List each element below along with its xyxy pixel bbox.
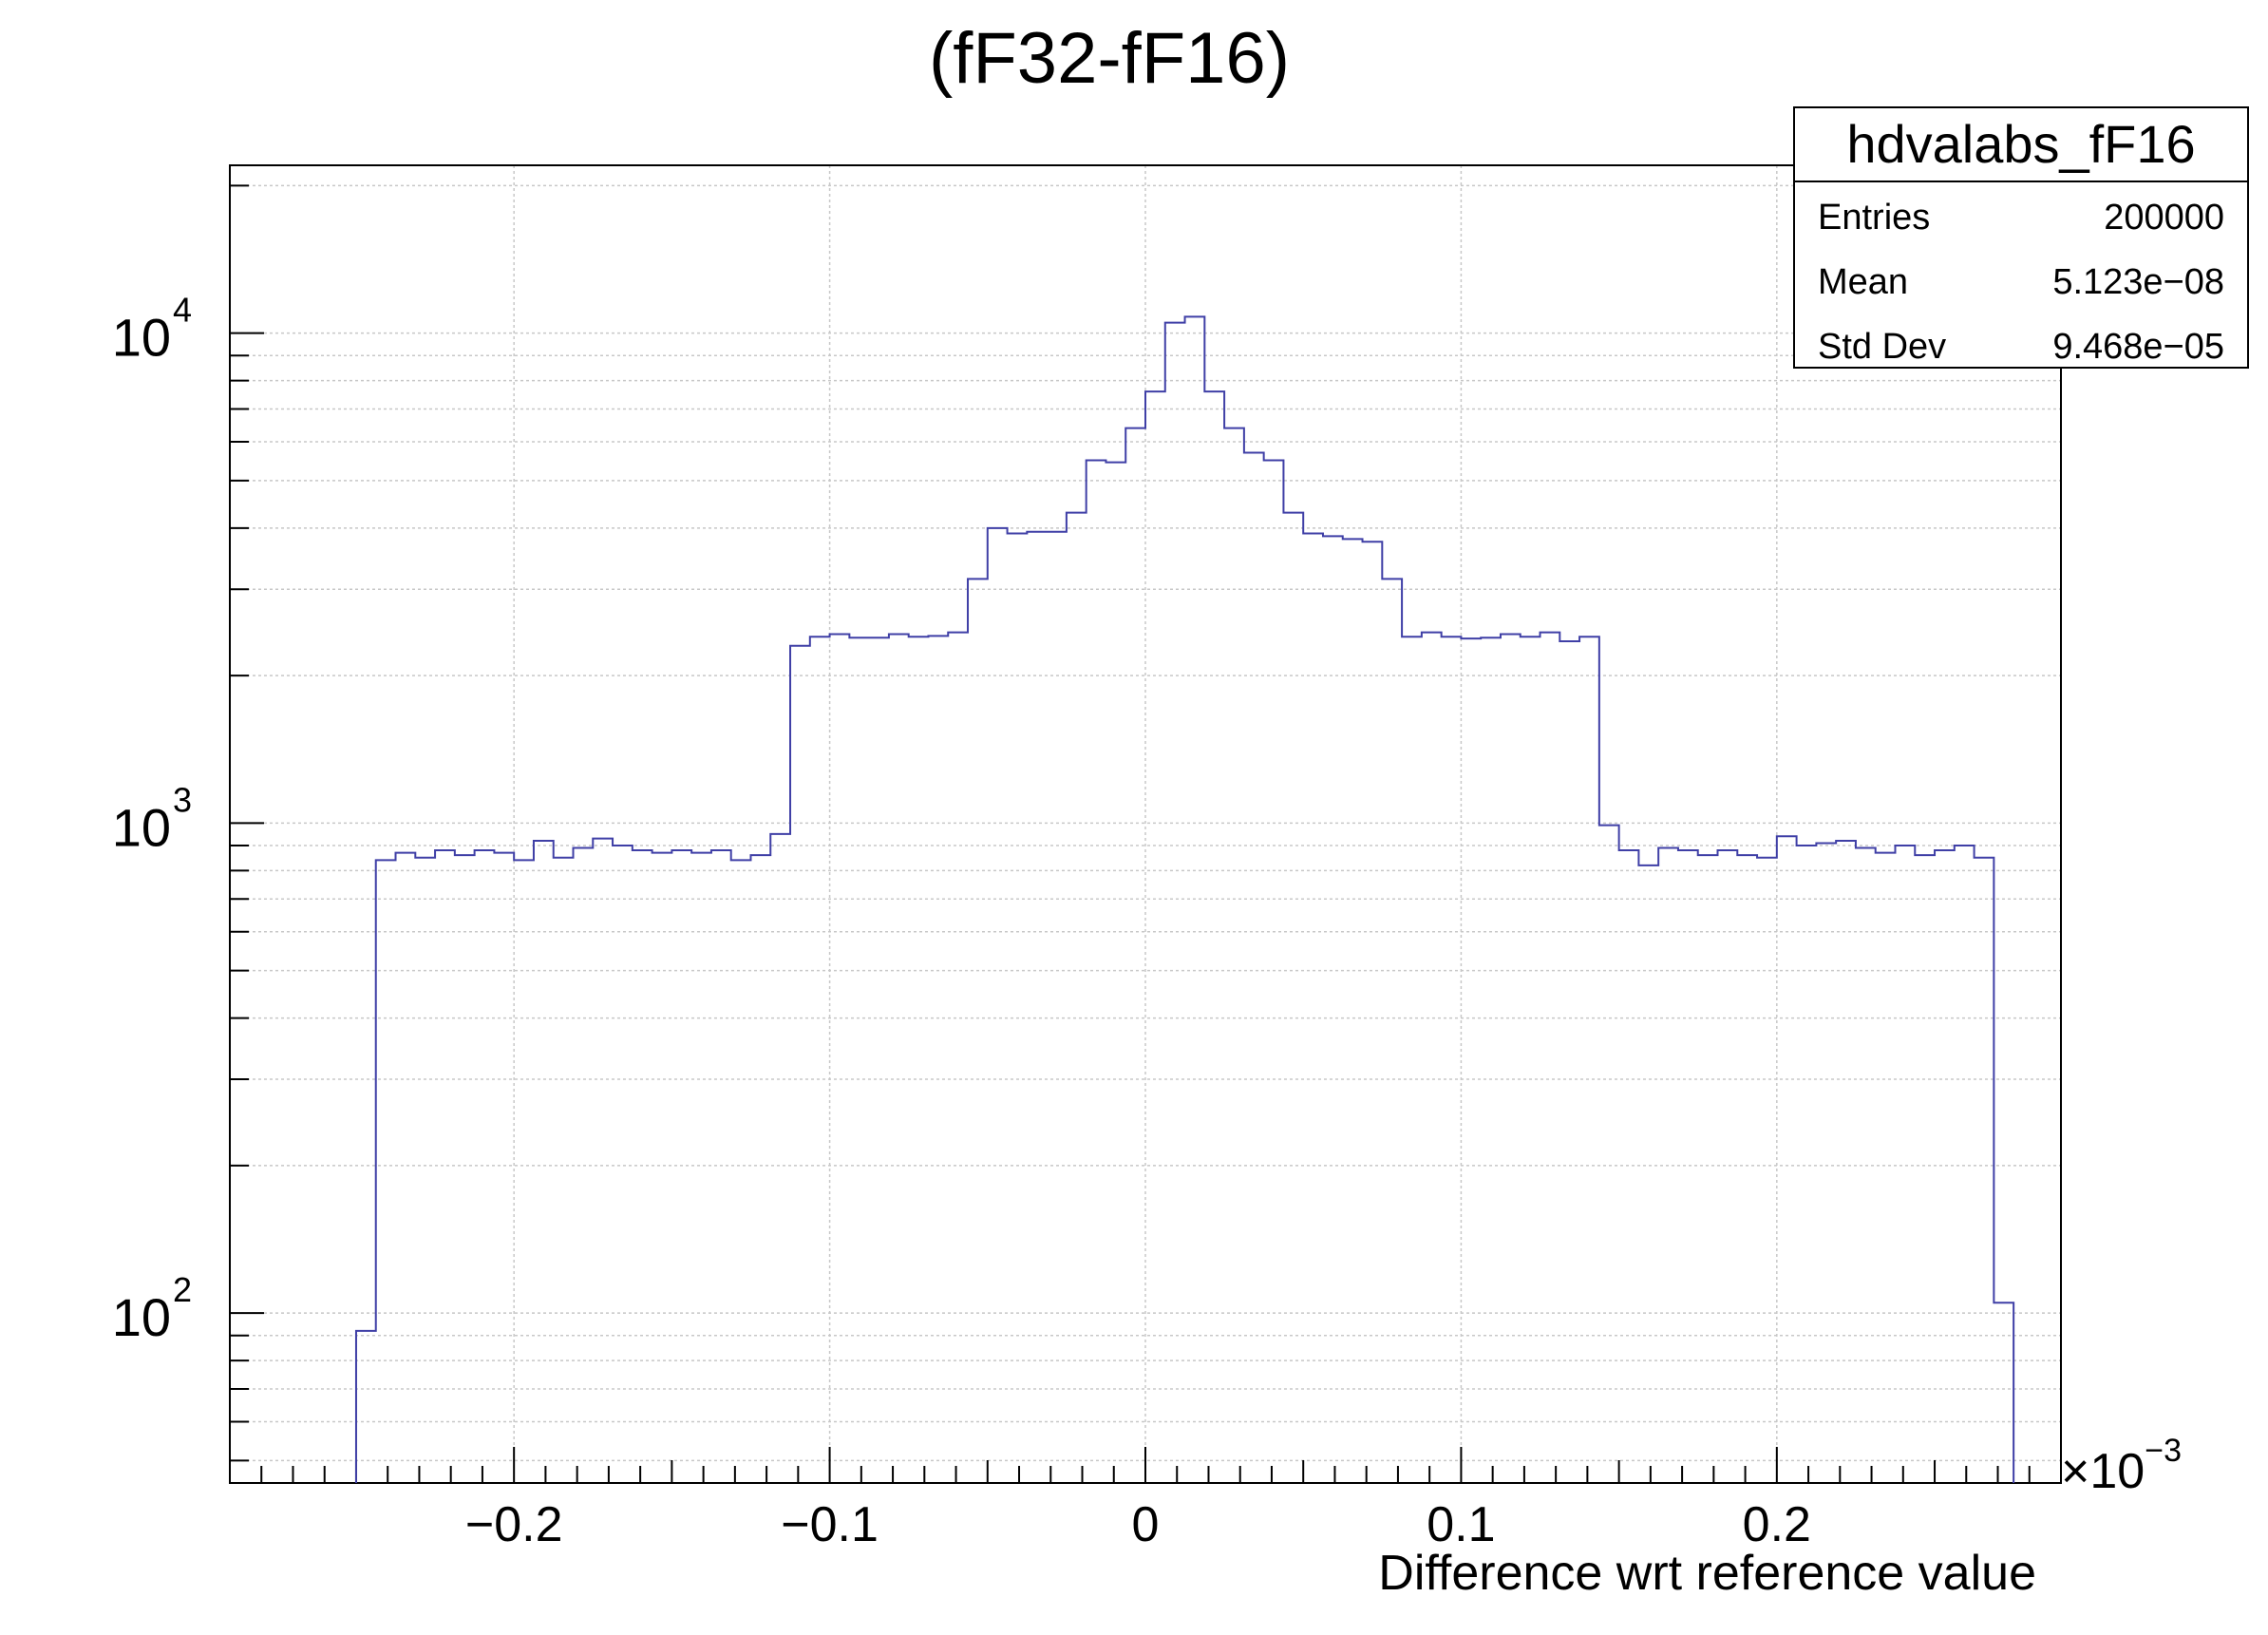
stats-value: 9.468e−05 bbox=[2052, 327, 2224, 367]
y-tick-label: 10 bbox=[112, 797, 171, 857]
histogram-series bbox=[354, 315, 2015, 1483]
stats-row-entries: Entries 200000 bbox=[1795, 186, 2247, 249]
stats-row-mean: Mean 5.123e−08 bbox=[1795, 251, 2247, 314]
x-tick-label: 0.2 bbox=[1743, 1497, 1811, 1552]
stats-label: Mean bbox=[1818, 262, 1909, 302]
stats-box-name: hdvalabs_fF16 bbox=[1795, 108, 2247, 182]
x-tick-label: 0.1 bbox=[1427, 1497, 1495, 1552]
y-tick-label-exponent: 3 bbox=[173, 780, 192, 819]
stats-box: hdvalabs_fF16 Entries 200000 Mean 5.123e… bbox=[1793, 106, 2249, 369]
y-tick-label: 10 bbox=[112, 308, 171, 368]
stats-value: 200000 bbox=[2104, 198, 2224, 238]
x-tick-label: −0.2 bbox=[465, 1497, 563, 1552]
x-multiplier-exponent: −3 bbox=[2145, 1433, 2182, 1469]
x-tick-label: −0.1 bbox=[781, 1497, 879, 1552]
plot-frame bbox=[229, 164, 2062, 1484]
y-tick-label-exponent: 4 bbox=[173, 291, 192, 330]
x-axis-multiplier: ×10−3 bbox=[2061, 1433, 2182, 1500]
x-axis-label: Difference wrt reference value bbox=[1378, 1546, 2036, 1601]
y-tick-label-exponent: 2 bbox=[173, 1270, 192, 1309]
x-multiplier-base: ×10 bbox=[2061, 1444, 2145, 1499]
chart-title: (fF32-fF16) bbox=[928, 18, 1291, 99]
stats-label: Std Dev bbox=[1818, 327, 1947, 367]
y-tick-label: 10 bbox=[112, 1287, 171, 1347]
stats-label: Entries bbox=[1818, 198, 1931, 238]
stats-value: 5.123e−08 bbox=[2052, 262, 2224, 302]
stats-row-std-dev: Std Dev 9.468e−05 bbox=[1795, 315, 2247, 378]
x-tick-label: 0 bbox=[1132, 1497, 1160, 1552]
